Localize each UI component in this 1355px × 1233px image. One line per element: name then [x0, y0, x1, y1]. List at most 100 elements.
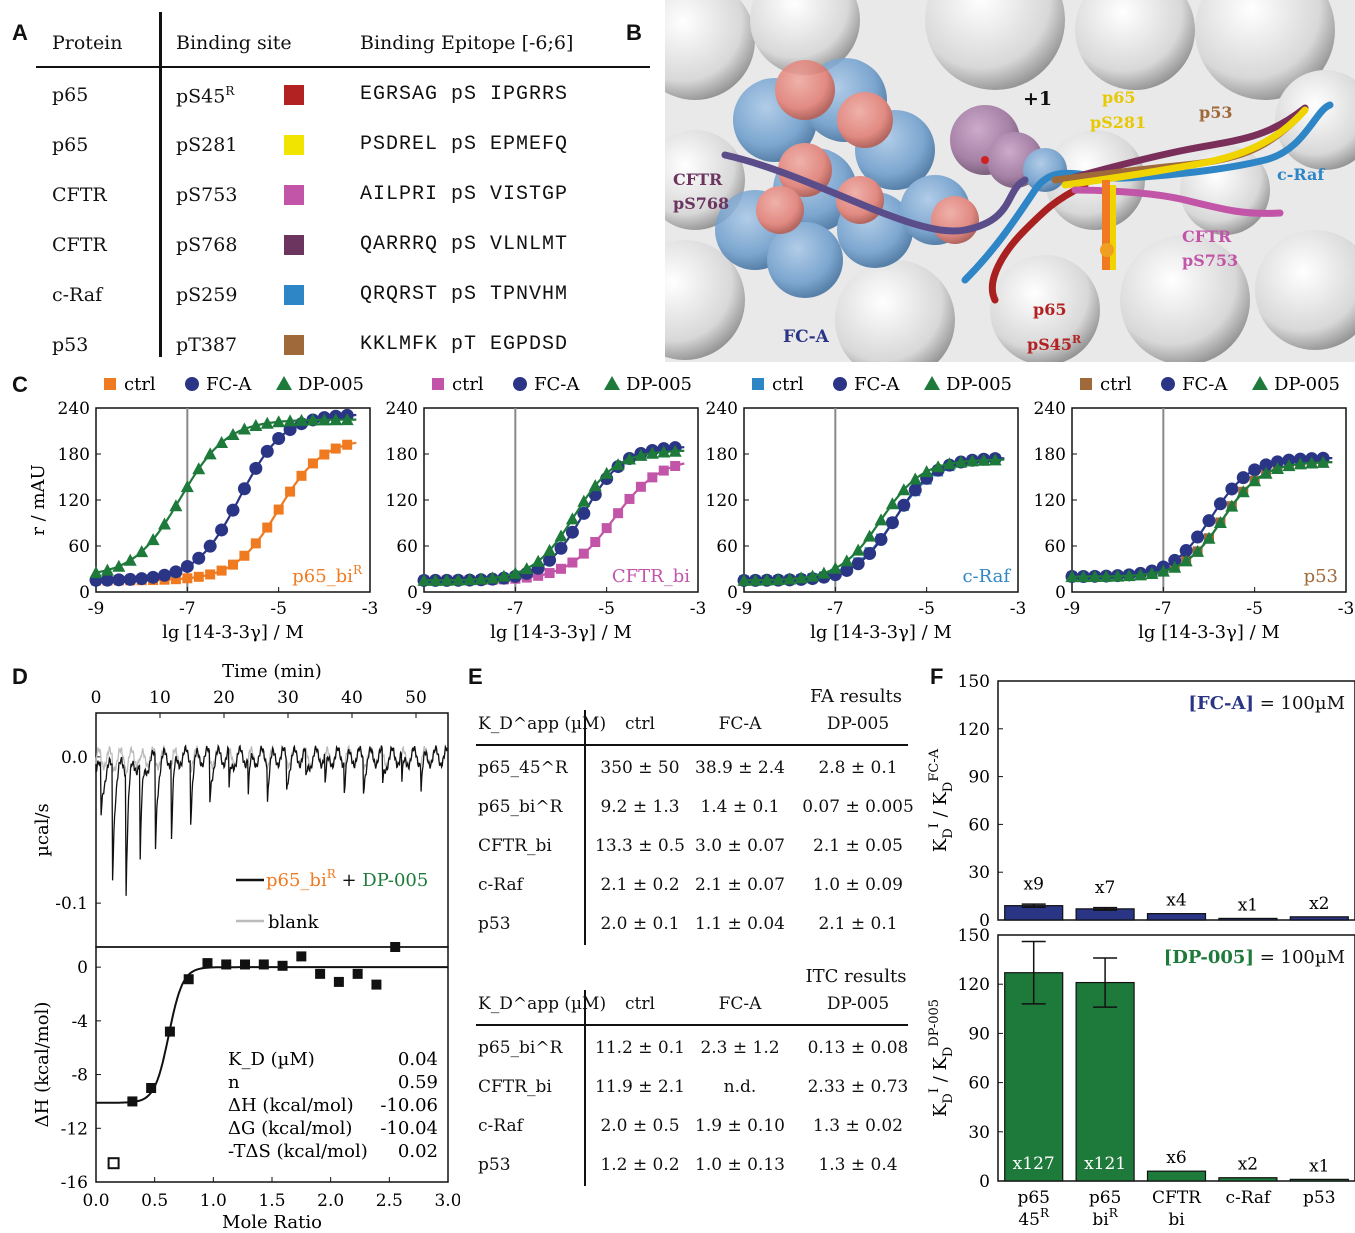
- table-row-epitope: QRQRST pS TPNVHM: [360, 283, 569, 306]
- y-axis-label: r / mAU: [28, 464, 49, 535]
- bar-category-label: CFTR: [1152, 1188, 1202, 1208]
- y-label-part: / K: [930, 792, 951, 824]
- table-row-protein: p53: [52, 334, 89, 356]
- fit-curve-DP-005: [744, 458, 1005, 582]
- bar: [1218, 1177, 1278, 1182]
- subplot-name: CFTR_bi: [612, 566, 690, 587]
- data-point-dp005: [1145, 567, 1159, 580]
- data-point-dp005: [1179, 554, 1193, 567]
- bar: [1004, 972, 1064, 1182]
- data-point-ctrl: [330, 443, 341, 454]
- legend-sample-plus: +: [336, 870, 363, 891]
- itc-int-x-tick-label: 0.0: [82, 1191, 109, 1211]
- y-label-part: D: [941, 1047, 956, 1057]
- data-point-dp005: [215, 436, 229, 449]
- data-point-dp005: [965, 454, 979, 467]
- bar-condition-bold: [FC-A]: [1188, 693, 1254, 714]
- itc-table-cell: 1.9 ± 0.10: [695, 1116, 785, 1136]
- y-tick-label: 0: [727, 583, 738, 603]
- data-point-dp005: [180, 480, 194, 493]
- data-point-dp005: [554, 529, 568, 542]
- y-tick-label: 240: [386, 399, 418, 419]
- itc-int-x-tick-label: 3.0: [434, 1191, 460, 1211]
- data-point-ctrl: [205, 569, 216, 580]
- bar-y-tick-label: 150: [958, 672, 990, 692]
- bar-value-label: x127: [1013, 1154, 1055, 1174]
- data-point-dp005: [440, 573, 454, 586]
- data-point-ctrl: [273, 504, 284, 515]
- itc-data-point: [146, 1083, 157, 1093]
- data-point-ctrl: [670, 460, 681, 471]
- x-axis-label: lg [14-3-3γ] / M: [490, 622, 632, 643]
- table-row-protein: CFTR: [52, 184, 107, 206]
- x-tick-label: -3: [1010, 599, 1027, 619]
- data-point-dp005: [1316, 455, 1330, 468]
- fa-table-row-label: c-Raf: [478, 875, 523, 895]
- itc-table-col-header: K_D^app (µM): [478, 994, 607, 1014]
- itc-table-cell: 11.2 ± 0.1: [595, 1038, 685, 1058]
- x-tick-label: -9: [416, 599, 433, 619]
- data-point-dp005: [486, 571, 499, 584]
- data-point-dp005: [668, 444, 682, 457]
- table-row-protein: CFTR: [52, 234, 107, 256]
- legend-label-fca: FC-A: [1182, 374, 1228, 395]
- data-point-dp005: [1213, 515, 1227, 528]
- data-point-dp005: [897, 483, 911, 496]
- data-point-fca: [226, 503, 240, 517]
- data-point-fca: [1179, 544, 1193, 558]
- label-p65-45-1: p65: [1033, 300, 1066, 319]
- itc-trace-sample: [95, 743, 449, 896]
- label-ps281: pS281: [1090, 113, 1146, 132]
- site-label: pS753: [176, 184, 238, 206]
- data-point-dp005: [451, 573, 465, 586]
- bar: [1146, 1170, 1207, 1182]
- legend-marker-ctrl: [432, 378, 444, 390]
- bar-category-sub: 45R: [1018, 1206, 1050, 1230]
- data-point-dp005: [943, 457, 956, 470]
- fa-table-cell: 3.0 ± 0.07: [695, 836, 785, 856]
- itc-int-y-tick-label: -4: [71, 1012, 88, 1032]
- fa-table-cell: 2.0 ± 0.1: [600, 914, 680, 934]
- subplot-name-main: CFTR_bi: [612, 566, 690, 587]
- data-point-dp005: [1076, 570, 1090, 583]
- itc-table-row-label: c-Raf: [478, 1116, 523, 1136]
- legend-sample-main: p65_bi: [266, 870, 327, 891]
- label-craf: c-Raf: [1277, 165, 1325, 184]
- bar-condition-rest: = 100µM: [1254, 693, 1345, 714]
- cat-sup: R: [1109, 1206, 1119, 1220]
- data-point-dp005: [1259, 466, 1273, 479]
- data-point-dp005: [1191, 544, 1205, 557]
- data-point-ctrl: [170, 574, 181, 585]
- x-tick-label: -7: [827, 599, 844, 619]
- y-tick-label: 120: [386, 491, 418, 511]
- bar-y-tick-label: 120: [958, 975, 990, 995]
- data-point-fca: [123, 572, 137, 586]
- legend-label-fca: FC-A: [206, 374, 252, 395]
- legend-label-fca: FC-A: [854, 374, 900, 395]
- table-row-site: pS259: [176, 284, 237, 306]
- table-row-site: pT387: [176, 334, 237, 356]
- data-point-fca: [272, 432, 286, 446]
- itc-fit-curve: [96, 966, 448, 1104]
- plot-frame: [743, 407, 1019, 593]
- bar-y-tick-label: 150: [958, 926, 990, 946]
- data-point-dp005: [565, 512, 579, 525]
- itc-table-col-header: ctrl: [625, 994, 655, 1014]
- site-color-swatch: [284, 285, 304, 305]
- data-point-dp005: [1122, 569, 1136, 582]
- data-point-ctrl: [556, 563, 566, 574]
- data-point-dp005: [295, 413, 308, 426]
- data-point-dp005: [192, 462, 206, 475]
- legend-marker-ctrl: [1080, 378, 1092, 390]
- fit-param-name: ΔH (kcal/mol): [228, 1095, 354, 1116]
- data-point-fca: [192, 551, 206, 565]
- table-row-epitope: AILPRI pS VISTGP: [360, 183, 569, 206]
- x-tick-label: -5: [918, 599, 935, 619]
- x-tick-label: -7: [507, 599, 524, 619]
- itc-data-point: [258, 959, 269, 970]
- label-p65-45-sup: R: [1072, 333, 1082, 346]
- legend-label-blank: blank: [268, 912, 320, 933]
- data-point-fca: [169, 565, 183, 579]
- itc-int-y-tick-label: -8: [71, 1066, 88, 1086]
- x-tick-label: -3: [362, 599, 379, 619]
